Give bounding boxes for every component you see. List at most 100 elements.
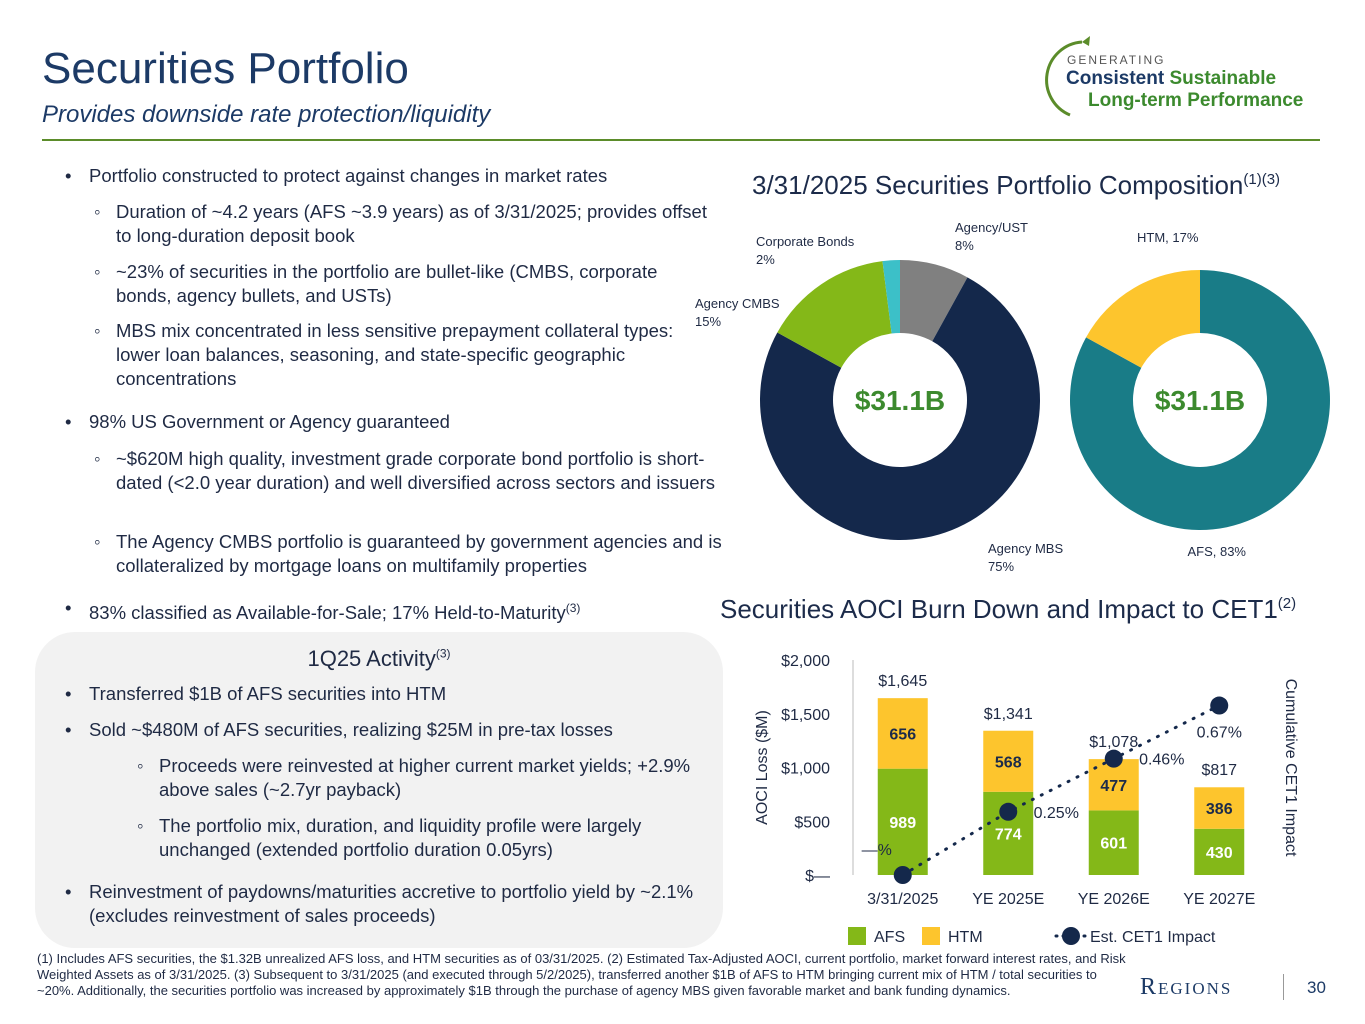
legend-swatch [1062, 927, 1080, 945]
line [901, 704, 1221, 877]
point-label: 0.25% [1034, 805, 1079, 822]
superscript: (3) [565, 601, 581, 615]
superscript: (3) [435, 646, 451, 661]
bullet: 83% classified as Available-for-Sale; 17… [63, 596, 709, 625]
y-tick-label: $1,500 [781, 707, 830, 724]
pie-slice [900, 260, 968, 342]
bar-segment [983, 730, 1034, 792]
line-point [999, 802, 1018, 821]
bar-label: 989 [889, 815, 916, 832]
slice-value: 2% [756, 252, 775, 267]
center-label: $31.1B [1155, 385, 1245, 416]
sub-bullet: ~23% of securities in the portfolio are … [94, 260, 716, 308]
bar-label: 568 [995, 754, 1022, 771]
superscript: (2) [1277, 595, 1297, 612]
legend-label: Est. CET1 Impact [1090, 929, 1216, 946]
pie-slice [1070, 270, 1330, 530]
rule [42, 139, 1320, 141]
bar-label: 774 [995, 826, 1022, 843]
sub-bullet: Proceeds were reinvested at higher curre… [137, 754, 719, 802]
slice-value: 75% [988, 559, 1014, 574]
bar-label: 601 [1100, 836, 1127, 853]
activity-title: 1Q25 Activity(3) [35, 646, 723, 672]
point-label: —% [862, 842, 892, 859]
bar-label: 477 [1100, 778, 1127, 795]
x-tick-label: YE 2026E [1078, 891, 1150, 908]
bar-label: 386 [1206, 801, 1233, 818]
chart-title-text: 3/31/2025 Securities Portfolio Compositi… [752, 170, 1244, 200]
page-number: 30 [1307, 978, 1326, 997]
x-tick-label: YE 2025E [972, 891, 1044, 908]
bar-label: 430 [1206, 845, 1233, 862]
chart-title: 3/31/2025 Securities Portfolio Compositi… [752, 170, 1280, 201]
legend-swatch [848, 927, 866, 945]
bar-segment [1194, 828, 1245, 875]
logo-arc [1045, 36, 1090, 117]
bar-label: 656 [889, 726, 916, 743]
superscript: (1)(3) [1243, 171, 1281, 188]
total-label: $1,341 [984, 706, 1033, 723]
pie-slice [759, 277, 1040, 540]
slice-value: 8% [955, 238, 974, 253]
sub-bullet: Duration of ~4.2 years (AFS ~3.9 years) … [94, 200, 716, 248]
x-tick-label: YE 2027E [1183, 891, 1255, 908]
sub-bullet: ~$620M high quality, investment grade co… [94, 447, 726, 495]
sub-bullet: MBS mix concentrated in less sensitive p… [94, 319, 676, 391]
pie-slice [882, 260, 900, 334]
y-tick-label: $1,000 [781, 761, 830, 778]
bullet: Transferred $1B of AFS securities into H… [63, 682, 709, 706]
point-label: 0.46% [1139, 752, 1184, 769]
slice-label: Corporate Bonds [756, 234, 855, 249]
chart-title: Securities AOCI Burn Down and Impact to … [720, 594, 1296, 625]
slice-label: AFS, 83% [1187, 544, 1246, 559]
y-tick-label: $500 [794, 814, 830, 831]
pie-slice [1086, 270, 1200, 368]
bar-segment [877, 768, 928, 875]
bullet: 98% US Government or Agency guaranteed [63, 410, 699, 434]
line-point [1210, 696, 1229, 715]
bar-segment [1088, 810, 1139, 875]
bar-segment [877, 698, 928, 769]
pie-slice [777, 261, 892, 368]
x-tick-label: 3/31/2025 [867, 891, 938, 908]
slice-label: Agency CMBS [695, 296, 780, 311]
logo-word: Sustainable [1169, 68, 1277, 89]
subtitle: Provides downside rate protection/liquid… [42, 101, 491, 128]
legend-label: AFS [874, 929, 905, 946]
y-tick-label: $2,000 [781, 653, 830, 670]
sub-bullet: The portfolio mix, duration, and liquidi… [137, 814, 719, 862]
footnote: (1) Includes AFS securities, the $1.32B … [37, 951, 1126, 998]
bar-segment [1194, 787, 1245, 829]
y-axis-label: AOCI Loss ($M) [754, 710, 771, 825]
point-label: 0.67% [1197, 725, 1242, 742]
bullet: Reinvestment of paydowns/maturities accr… [63, 880, 709, 928]
logo-kicker: GENERATING [1067, 53, 1166, 67]
legend-label: HTM [948, 929, 983, 946]
total-label: $817 [1201, 762, 1237, 779]
center-label: $31.1B [855, 385, 945, 416]
bullet: Sold ~$480M of AFS securities, realizing… [63, 718, 709, 742]
divider [1283, 974, 1284, 1000]
total-label: $1,078 [1089, 734, 1138, 751]
legend-swatch [922, 927, 940, 945]
slice-label: HTM, 17% [1137, 230, 1199, 245]
line-point [1104, 749, 1123, 768]
slice-label: Agency MBS [988, 541, 1063, 556]
brand: Regions [1140, 974, 1233, 1000]
y-tick-label: $— [805, 868, 830, 885]
chart-title-text: Securities AOCI Burn Down and Impact to … [720, 594, 1278, 624]
line-point [893, 866, 912, 884]
logo-line: Long-term Performance [1088, 90, 1304, 111]
title: Securities Portfolio [42, 44, 409, 93]
sub-bullet: The Agency CMBS portfolio is guaranteed … [94, 530, 726, 578]
slice-value: 15% [695, 314, 721, 329]
y2-axis-label: Cumulative CET1 Impact [1282, 679, 1299, 857]
total-label: $1,645 [878, 673, 927, 690]
bullet: Portfolio constructed to protect against… [63, 164, 699, 188]
bullet-text: 83% classified as Available-for-Sale; 17… [89, 602, 566, 624]
slice-label: Agency/UST [955, 220, 1028, 235]
logo-word: Consistent [1066, 68, 1165, 89]
activity-title-text: 1Q25 Activity [307, 646, 436, 671]
